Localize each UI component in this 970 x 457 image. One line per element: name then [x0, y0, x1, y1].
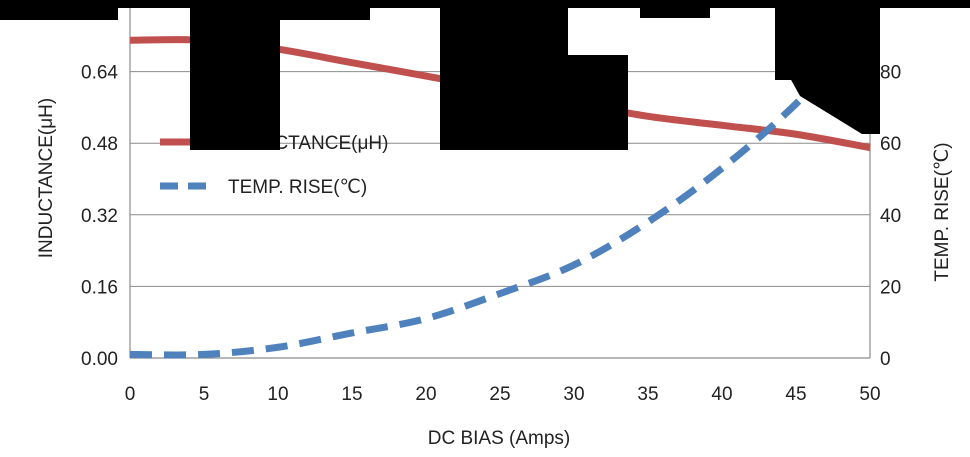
y-right-tick-label: 0 — [880, 349, 891, 370]
x-tick-label: 40 — [711, 384, 732, 405]
y-left-tick-label: 0.64 — [81, 63, 118, 84]
x-tick-label: 45 — [785, 384, 806, 405]
y-right-tick-label: 60 — [880, 134, 901, 155]
y-left-tick-label: 0.32 — [81, 206, 118, 227]
y-axis-label-right: TEMP. RISE(℃) — [932, 142, 953, 281]
x-tick-label: 30 — [563, 384, 584, 405]
y-left-tick-label: 0.16 — [81, 277, 118, 298]
y-left-tick-label: 0.00 — [81, 349, 118, 370]
temp-rise-series-line — [129, 22, 873, 359]
redaction-block — [640, 8, 710, 18]
redaction-block — [568, 55, 628, 150]
redaction-block — [280, 8, 370, 20]
y-left-tick-label: 0.48 — [81, 134, 118, 155]
x-tick-label: 0 — [125, 384, 136, 405]
redaction-block — [440, 8, 568, 150]
x-tick-label: 25 — [489, 384, 510, 405]
x-tick-label: 50 — [859, 384, 880, 405]
x-axis-label: DC BIAS (Amps) — [428, 428, 571, 449]
x-tick-label: 20 — [415, 384, 436, 405]
redaction-block — [190, 8, 280, 150]
redaction-block — [0, 0, 970, 8]
x-tick-label: 5 — [199, 384, 210, 405]
y-axis-label-left: INDUCTANCE(μH) — [36, 98, 57, 258]
x-tick-label: 10 — [267, 384, 288, 405]
redaction-block — [790, 78, 880, 134]
x-tick-label: 15 — [341, 384, 362, 405]
x-tick-label: 35 — [637, 384, 658, 405]
y-right-tick-label: 80 — [880, 63, 901, 84]
tick-labels: 0.000.160.320.480.6402040608010005101520… — [81, 0, 912, 405]
redaction-blocks — [0, 0, 970, 150]
y-right-tick-label: 20 — [880, 277, 901, 298]
redaction-block — [775, 8, 880, 80]
legend-label-temp: TEMP. RISE(℃) — [228, 177, 367, 198]
y-right-tick-label: 40 — [880, 206, 901, 227]
redaction-block — [0, 0, 118, 20]
